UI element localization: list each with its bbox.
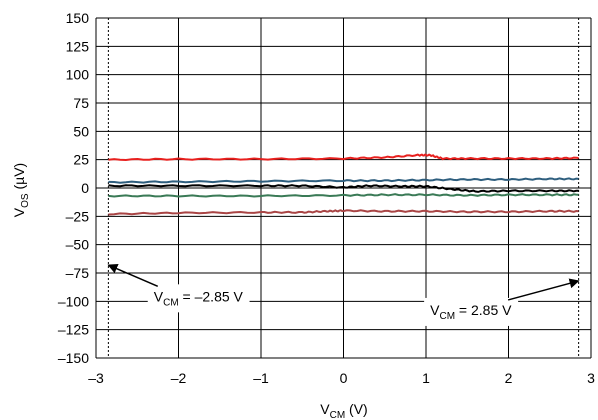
y-tick-label: 150: [66, 10, 90, 26]
x-tick-label: –1: [253, 370, 269, 386]
y-tick-label: 25: [73, 152, 89, 168]
y-tick-label: –50: [66, 237, 90, 253]
y-tick-label: 125: [66, 38, 90, 54]
y-axis-label: VOS (µV): [11, 163, 31, 217]
x-tick-label: 0: [340, 370, 348, 386]
y-tick-label: –25: [66, 208, 90, 224]
annotation-arrow: [508, 281, 579, 300]
y-tick-label: 50: [73, 123, 89, 139]
y-tick-label: 75: [73, 95, 89, 111]
x-tick-label: 2: [505, 370, 513, 386]
x-tick-labels: –3 –2 –1 0 1 2 3: [88, 370, 595, 386]
x-tick-label: –3: [88, 370, 104, 386]
y-tick-label: –100: [58, 293, 89, 309]
y-tick-label: 0: [81, 180, 89, 196]
x-tick-label: 1: [422, 370, 430, 386]
y-tick-label: –125: [58, 322, 89, 338]
annotation-arrow: [108, 265, 157, 286]
vcm-annotation: VCM = 2.85 V: [424, 281, 579, 326]
x-axis-label: VCM (V): [320, 401, 367, 420]
x-tick-label: 3: [587, 370, 595, 386]
y-tick-labels: 150 125 100 75 50 25 0 –25 –50 –75 –100 –125 –150: [58, 10, 89, 366]
x-tick-label: –2: [171, 370, 187, 386]
y-tick-label: –150: [58, 350, 89, 366]
y-tick-label: –75: [66, 265, 90, 281]
y-tick-label: 100: [66, 67, 90, 83]
